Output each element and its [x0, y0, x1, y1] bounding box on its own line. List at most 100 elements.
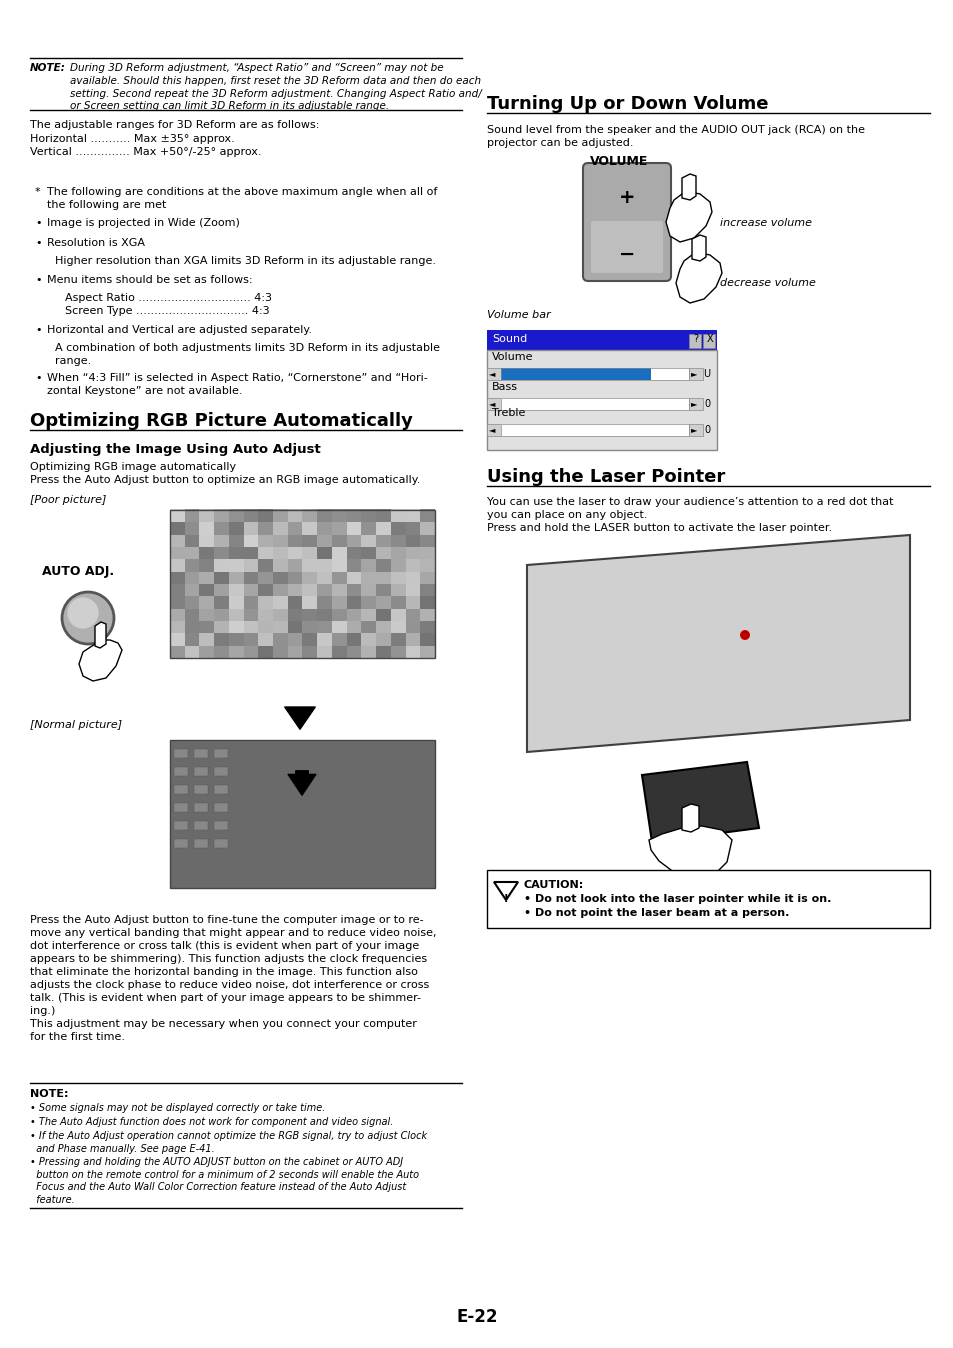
Text: Adjusting the Image Using Auto Adjust: Adjusting the Image Using Auto Adjust	[30, 443, 320, 456]
Bar	[332, 632, 347, 646]
Text: Image is projected in Wide (Zoom): Image is projected in Wide (Zoom)	[47, 218, 239, 228]
Bar	[332, 522, 347, 535]
Bar	[317, 510, 332, 522]
Bar	[199, 646, 214, 658]
Bar	[199, 608, 214, 621]
Text: ◄: ◄	[489, 399, 495, 408]
Bar	[317, 572, 332, 584]
Bar	[185, 632, 200, 646]
Bar	[229, 620, 244, 634]
Bar	[688, 398, 702, 410]
Bar	[273, 632, 288, 646]
Bar	[273, 620, 288, 634]
Bar	[213, 785, 228, 794]
Bar	[213, 749, 228, 758]
Bar	[391, 572, 406, 584]
Bar	[173, 838, 188, 848]
Bar	[391, 596, 406, 609]
Text: The adjustable ranges for 3D Reform are as follows:
Horizontal ........... Max ±: The adjustable ranges for 3D Reform are …	[30, 120, 319, 158]
Bar	[170, 510, 185, 522]
Bar	[317, 620, 332, 634]
Bar	[185, 608, 200, 621]
Bar	[199, 510, 214, 522]
Text: •: •	[35, 239, 42, 248]
Text: NOTE:: NOTE:	[30, 1089, 69, 1099]
Bar	[273, 510, 288, 522]
Bar	[258, 584, 274, 596]
Text: • Pressing and holding the AUTO ADJUST button on the cabinet or AUTO ADJ
  butto: • Pressing and holding the AUTO ADJUST b…	[30, 1157, 418, 1205]
Bar	[199, 632, 214, 646]
Bar	[361, 546, 376, 559]
Bar	[302, 608, 317, 621]
Bar	[332, 646, 347, 658]
Bar	[405, 584, 420, 596]
Bar	[420, 632, 435, 646]
Bar	[420, 620, 435, 634]
Bar	[229, 510, 244, 522]
Bar	[213, 510, 229, 522]
Bar	[375, 584, 391, 596]
Bar	[243, 646, 258, 658]
Text: Volume bar: Volume bar	[486, 310, 550, 319]
Text: ◄: ◄	[489, 369, 495, 377]
Bar	[170, 584, 185, 596]
Bar	[243, 596, 258, 609]
Bar	[486, 425, 500, 435]
Bar	[199, 596, 214, 609]
Bar	[391, 620, 406, 634]
Text: Sound: Sound	[492, 334, 527, 344]
Bar	[317, 584, 332, 596]
Text: Bass: Bass	[492, 381, 517, 392]
Bar	[273, 608, 288, 621]
Bar	[288, 596, 303, 609]
Text: U: U	[702, 369, 710, 379]
Bar	[193, 803, 208, 811]
Bar	[213, 534, 229, 547]
Text: Sound level from the speaker and the AUDIO OUT jack (RCA) on the
projector can b: Sound level from the speaker and the AUD…	[486, 125, 864, 148]
Bar	[199, 522, 214, 535]
Polygon shape	[691, 235, 705, 262]
Bar	[332, 608, 347, 621]
Bar	[332, 596, 347, 609]
FancyArrowPatch shape	[288, 771, 315, 795]
Bar	[420, 596, 435, 609]
Circle shape	[62, 592, 113, 644]
Bar	[302, 510, 317, 522]
Bar	[288, 510, 303, 522]
Bar	[346, 546, 361, 559]
Bar	[170, 522, 185, 535]
Bar	[229, 608, 244, 621]
Bar	[243, 620, 258, 634]
Bar	[302, 632, 317, 646]
Text: •: •	[35, 218, 42, 228]
Bar	[361, 596, 376, 609]
Bar	[170, 572, 185, 584]
Bar	[288, 522, 303, 535]
Bar	[185, 596, 200, 609]
Bar	[173, 767, 188, 776]
Bar	[193, 838, 208, 848]
Text: During 3D Reform adjustment, “Aspect Ratio” and “Screen” may not be
available. S: During 3D Reform adjustment, “Aspect Rat…	[70, 63, 481, 112]
Bar	[332, 559, 347, 572]
Bar	[170, 510, 435, 658]
Bar	[302, 596, 317, 609]
Polygon shape	[681, 803, 699, 832]
Text: Optimizing RGB image automatically
Press the Auto Adjust button to optimize an R: Optimizing RGB image automatically Press…	[30, 462, 420, 485]
Bar	[213, 559, 229, 572]
Text: 0: 0	[703, 399, 709, 408]
Bar	[185, 572, 200, 584]
Text: • Some signals may not be displayed correctly or take time.: • Some signals may not be displayed corr…	[30, 1103, 325, 1113]
Bar	[173, 785, 188, 794]
Bar	[173, 803, 188, 811]
Text: −: −	[618, 245, 635, 264]
Text: [Normal picture]: [Normal picture]	[30, 720, 122, 731]
Bar	[243, 608, 258, 621]
Bar	[391, 534, 406, 547]
Bar	[193, 749, 208, 758]
Text: ►: ►	[690, 369, 697, 377]
Bar	[229, 546, 244, 559]
Polygon shape	[676, 253, 721, 303]
Bar	[185, 620, 200, 634]
Text: Press the Auto Adjust button to fine-tune the computer image or to re-
move any : Press the Auto Adjust button to fine-tun…	[30, 915, 436, 1042]
Bar	[332, 534, 347, 547]
